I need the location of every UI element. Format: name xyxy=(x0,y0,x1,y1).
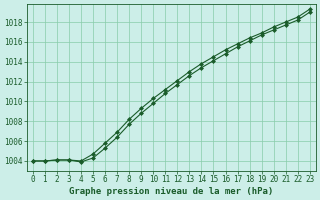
X-axis label: Graphe pression niveau de la mer (hPa): Graphe pression niveau de la mer (hPa) xyxy=(69,187,274,196)
